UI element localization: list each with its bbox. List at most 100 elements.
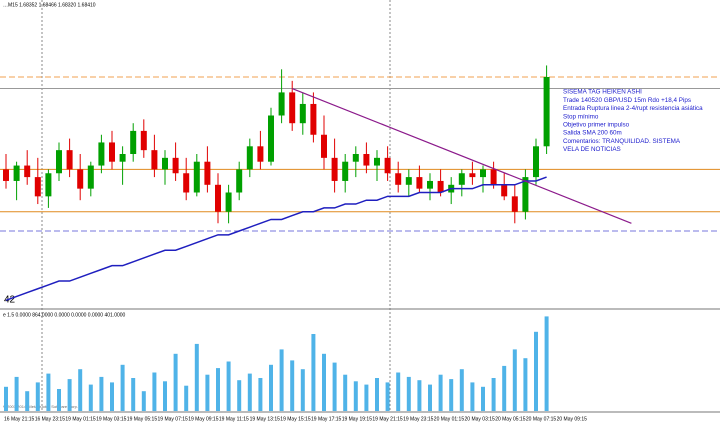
volume-bar (258, 378, 263, 411)
volume-bar (14, 376, 19, 411)
volume-bar (534, 331, 538, 411)
candle-body (56, 150, 62, 174)
volume-label: e 1.5 0.0000 864.0000 0.0000 0.0000 0.00… (3, 312, 126, 318)
x-tick-label: 20 May 03:15 (465, 416, 496, 422)
x-tick-label: 19 May 09:15 (188, 416, 219, 422)
volume-bar (406, 376, 411, 411)
volume-bar (194, 343, 199, 411)
volume-bar (110, 382, 114, 411)
corner-label: 42 (4, 295, 16, 306)
candle-body (193, 161, 200, 193)
candle-body (34, 177, 41, 197)
candle-body (416, 177, 423, 189)
x-tick-label: 19 May 03:15 (96, 416, 127, 422)
volume-bar (449, 379, 454, 411)
volume-bar (396, 372, 401, 411)
candle-body (140, 130, 147, 151)
volume-bar (364, 384, 369, 411)
candle-body (236, 169, 243, 193)
candle-body (278, 92, 285, 116)
candle-body (437, 180, 444, 193)
x-tick-label: 20 May 05:15 (495, 416, 526, 422)
annotation: VELA DE NOTICIAS (563, 146, 621, 153)
annotation: Entrada Ruptura linea 2-4/rupt resistenc… (563, 105, 703, 112)
volume-bar (502, 365, 507, 411)
volume-bar (163, 381, 167, 411)
volume-bar (247, 373, 252, 411)
volume-bar (375, 378, 379, 411)
candle-body (458, 173, 465, 185)
volume-bar (290, 360, 295, 411)
annotation: Salida SMA 200 60m (563, 130, 622, 137)
candle-body (501, 184, 508, 197)
candle-body (490, 169, 497, 185)
candle-body (225, 192, 232, 212)
candle-body (310, 103, 317, 135)
volume-bar (311, 334, 316, 411)
volume-bar (57, 389, 61, 411)
volume-bar (459, 369, 464, 411)
x-tick-label: 19 May 15:15 (280, 416, 311, 422)
annotation: Stop mínimo (563, 113, 599, 120)
volume-bar (279, 349, 284, 411)
volume-bar (428, 384, 432, 411)
volume-bar (332, 362, 337, 411)
candle-body (246, 146, 253, 170)
volume-bar (35, 382, 40, 411)
candle-body (172, 157, 179, 174)
candle-body (204, 161, 211, 185)
candle-body (162, 157, 168, 170)
candle-body (321, 134, 327, 158)
candle-body (98, 142, 105, 166)
volume-bar (120, 364, 125, 411)
candle-body (66, 150, 73, 170)
annotation: Comentarios: TRANQUILIDAD. SISTEMA (563, 138, 681, 145)
annotation: Trade 140520 GBP/USD 15m Rdo +18,4 Pips (563, 97, 691, 104)
volume-bar (481, 386, 485, 411)
candle-body (109, 142, 115, 162)
x-tick-label: 20 May 09:15 (557, 416, 588, 422)
volume-bar (78, 369, 83, 411)
candle-body (374, 157, 380, 166)
volume-bar (99, 376, 104, 411)
candle-body (24, 165, 31, 178)
header: …M15 1.68352 1.68466 1.68320 1.68410 (3, 2, 96, 8)
volume-bar (343, 374, 348, 411)
volume-bar (269, 364, 273, 411)
x-tick-label: 19 May 19:15 (342, 416, 373, 422)
candle-body (268, 115, 274, 162)
candle-body (151, 150, 158, 170)
volume-bar (470, 382, 475, 411)
volume-bar (385, 382, 390, 411)
candle-body (331, 157, 338, 181)
annotation: SISEMA TAG HEIKEN ASHI (563, 89, 642, 96)
candle-body (384, 157, 391, 174)
volume-bar (67, 379, 72, 411)
volume-bar (491, 378, 496, 411)
volume-bar (353, 381, 358, 411)
volume-bar (25, 391, 30, 411)
x-tick-label: 20 May 01:15 (434, 416, 465, 422)
volume-bar (438, 374, 443, 411)
volume-bar (300, 369, 305, 411)
candle-body (511, 196, 518, 212)
volume-bar (417, 380, 422, 411)
candle-body (363, 154, 370, 166)
candle-body (183, 173, 190, 193)
candle-body (543, 77, 550, 147)
candle-body (3, 169, 9, 181)
candle-body (87, 165, 94, 189)
candle-body (130, 130, 137, 154)
volume-bar (141, 391, 146, 411)
candle-body (119, 154, 126, 162)
candle-body (427, 180, 433, 189)
candle-body (289, 92, 296, 124)
candle-body (299, 103, 306, 124)
volume-bar (88, 384, 93, 411)
volume-bar (523, 358, 528, 411)
volume-bar (512, 349, 517, 411)
x-tick-label: 19 May 13:15 (250, 416, 281, 422)
x-tick-label: 19 May 23:15 (403, 416, 434, 422)
